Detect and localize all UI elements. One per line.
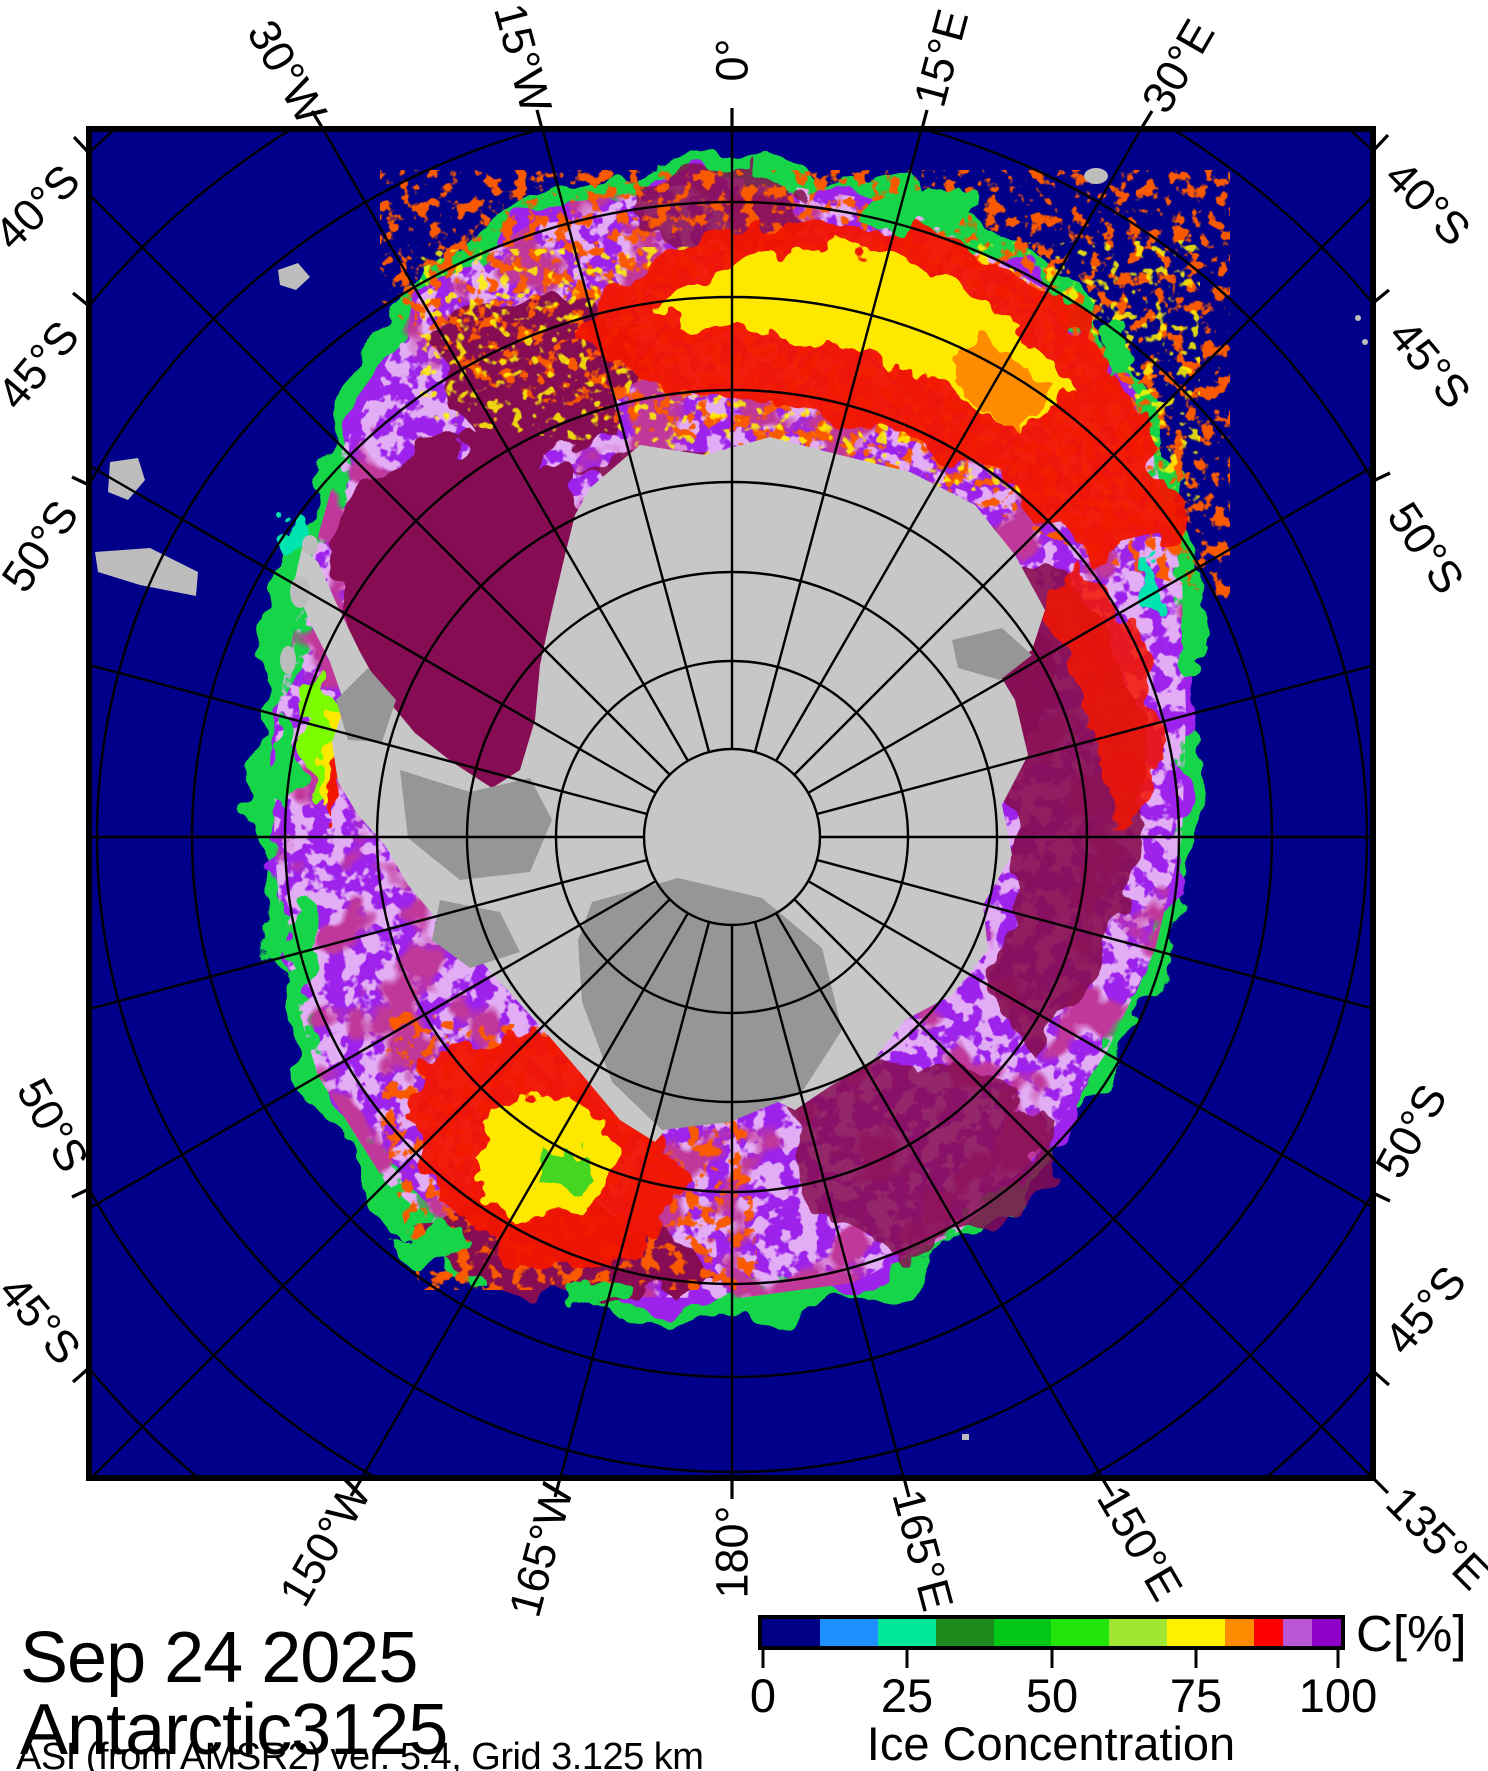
longitude-label-top-0: 0° bbox=[706, 38, 758, 82]
colorbar-segment-30-40 bbox=[935, 1619, 994, 1646]
colorbar-segment-50-60 bbox=[1051, 1619, 1110, 1646]
land-ice-sheet bbox=[295, 437, 1045, 1142]
colorbar-swatches bbox=[762, 1619, 1341, 1646]
colorbar-segment-70-80 bbox=[1167, 1619, 1226, 1646]
colorbar bbox=[758, 1615, 1345, 1650]
colorbar-tick-label-100: 100 bbox=[1298, 1669, 1378, 1722]
colorbar-tick-label-75: 75 bbox=[1169, 1669, 1223, 1722]
continent-antarctica bbox=[95, 168, 1368, 1440]
colorbar-tick-0 bbox=[761, 1650, 765, 1668]
colorbar-segment-95-100 bbox=[1311, 1619, 1341, 1646]
date-label: Sep 24 2025 bbox=[20, 1618, 418, 1698]
colorbar-tick-label-25: 25 bbox=[880, 1669, 934, 1722]
colorbar-tick-25 bbox=[905, 1650, 909, 1668]
ice-edge-flecks bbox=[269, 192, 1202, 1306]
colorbar-segment-20-30 bbox=[877, 1619, 936, 1646]
axis-ticks bbox=[71, 108, 1391, 1499]
ice-shelves bbox=[336, 628, 1032, 1130]
colorbar-tick-label-0: 0 bbox=[749, 1669, 777, 1722]
colorbar-tick-100 bbox=[1336, 1650, 1340, 1668]
source-caption: ASI (from AMSR2) ver. 5.4, Grid 3.125 km bbox=[16, 1736, 704, 1771]
colorbar-tick-75 bbox=[1194, 1650, 1198, 1668]
colorbar-segment-80-85 bbox=[1225, 1619, 1255, 1646]
colorbar-tick-label-50: 50 bbox=[1025, 1669, 1079, 1722]
colorbar-segment-60-70 bbox=[1109, 1619, 1168, 1646]
longitude-label-bottom-180: 180° bbox=[706, 1505, 758, 1599]
colorbar-segment-40-50 bbox=[993, 1619, 1052, 1646]
colorbar-segment-85-90 bbox=[1254, 1619, 1283, 1646]
colorbar-segment-0-10 bbox=[762, 1619, 820, 1646]
colorbar-segment-10-20 bbox=[819, 1619, 878, 1646]
islands bbox=[95, 168, 1368, 1440]
colorbar-tick-50 bbox=[1050, 1650, 1054, 1668]
colorbar-unit-label: C[%] bbox=[1356, 1605, 1467, 1662]
region-label: Antarctic3125 bbox=[20, 1690, 448, 1770]
colorbar-segment-90-95 bbox=[1283, 1619, 1312, 1646]
colorbar-caption: Ice Concentration bbox=[866, 1717, 1236, 1770]
